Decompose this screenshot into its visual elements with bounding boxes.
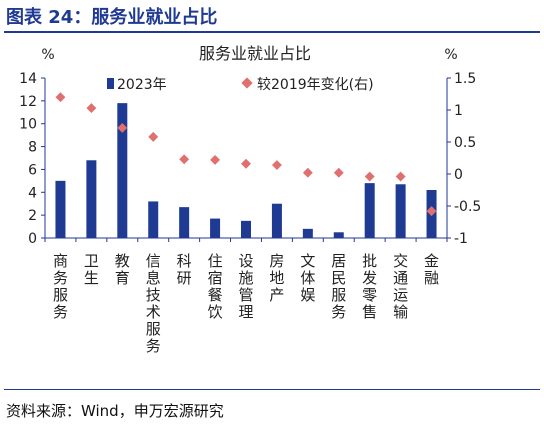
category-label-8: 文体娱	[300, 252, 315, 304]
marker-10	[364, 171, 375, 182]
marker-9	[333, 167, 344, 178]
category-label-2: 教育	[115, 252, 130, 287]
bar-7	[271, 203, 282, 238]
marker-4	[179, 154, 190, 165]
marker-12	[426, 206, 437, 217]
category-label-5: 住宿餐饮	[208, 252, 223, 321]
bar-5	[210, 218, 221, 238]
left-tick-label: 14	[19, 71, 37, 87]
bar-9	[333, 232, 344, 238]
category-label-12: 金融	[424, 252, 439, 287]
source-rule	[4, 389, 540, 390]
bar-11	[395, 184, 406, 238]
category-label-9: 居民服务	[331, 252, 346, 321]
marker-5	[210, 154, 221, 165]
category-label-6: 设施管理	[238, 252, 253, 321]
left-tick-label: 2	[28, 208, 37, 224]
category-label-3: 信息技术服务	[146, 252, 161, 355]
legend-bar-swatch	[107, 78, 114, 89]
left-tick-label: 12	[19, 94, 37, 110]
left-tick-label: 10	[19, 117, 37, 133]
employment-share-chart: 服务业就业占比 % % 2023年 较2019年变化(右) 0246810121…	[19, 44, 481, 355]
right-axis-unit: %	[444, 47, 457, 63]
bar-4	[179, 207, 190, 238]
bar-10	[364, 183, 375, 238]
category-label-1: 卫生	[84, 252, 99, 287]
category-label-7: 房地产	[269, 252, 284, 304]
legend-bar-label: 2023年	[117, 77, 167, 93]
title-rule	[4, 31, 540, 33]
axes: 0 2 4 6 8 10 12 14 -1 -0.5 0 0.5 1 1.5	[19, 71, 481, 247]
bar-0	[55, 180, 66, 238]
chart-title: 服务业就业占比	[199, 44, 311, 63]
right-tick-label: -0.5	[454, 199, 481, 215]
marker-0	[55, 92, 66, 103]
marker-8	[302, 167, 313, 178]
marker-series	[55, 92, 437, 217]
bar-6	[241, 220, 251, 238]
marker-1	[86, 103, 97, 114]
marker-6	[241, 158, 251, 169]
marker-3	[148, 131, 159, 142]
left-tick-label: 4	[28, 185, 37, 201]
bar-2	[117, 103, 128, 239]
category-label-11: 交通运输	[393, 252, 408, 321]
right-tick-label: 1.5	[454, 71, 476, 87]
legend: 2023年 较2019年变化(右)	[107, 77, 374, 93]
legend-marker-swatch	[241, 77, 253, 89]
figure-title: 图表 24：服务业就业占比	[6, 7, 218, 28]
right-tick-label: 0	[454, 167, 463, 183]
bar-1	[86, 160, 97, 238]
right-tick-label: 0.5	[454, 135, 476, 151]
left-tick-label: 0	[28, 231, 37, 247]
left-tick-label: 8	[28, 140, 37, 156]
right-tick-label: -1	[454, 231, 468, 247]
marker-2	[117, 122, 128, 133]
category-label-10: 批发零售	[362, 252, 377, 321]
source-note: 资料来源：Wind，申万宏源研究	[6, 402, 224, 420]
marker-11	[395, 171, 406, 182]
bar-3	[148, 201, 159, 238]
left-axis-unit: %	[41, 47, 54, 63]
bar-8	[302, 228, 313, 238]
left-tick-label: 6	[28, 162, 37, 178]
category-label-4: 科研	[177, 252, 192, 287]
marker-7	[271, 160, 282, 170]
bar-series	[55, 103, 437, 239]
legend-marker-label: 较2019年变化(右)	[257, 77, 374, 93]
category-label-0: 商务服务	[53, 252, 68, 321]
right-tick-label: 1	[454, 103, 463, 119]
